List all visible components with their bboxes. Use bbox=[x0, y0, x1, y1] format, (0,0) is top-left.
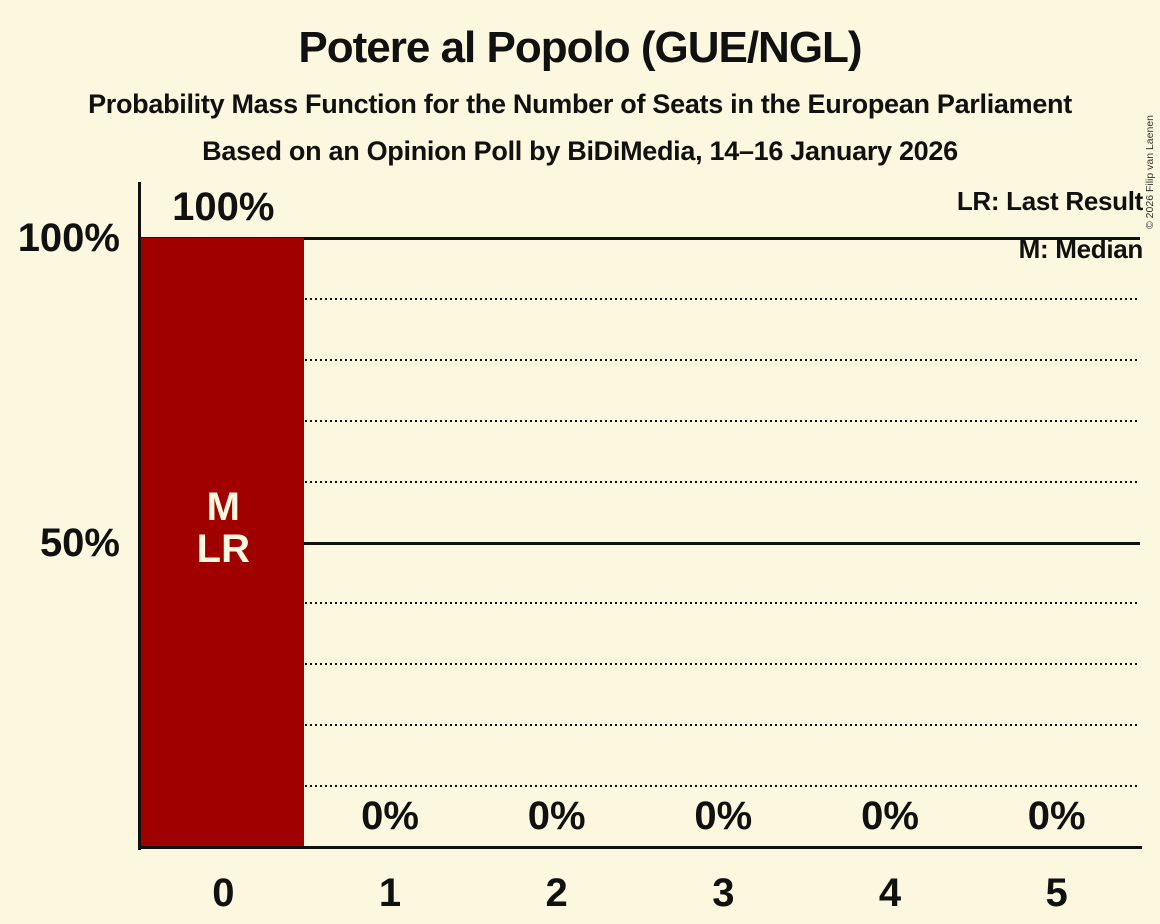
gridline-90pct bbox=[140, 297, 1140, 300]
y-tick-label-50pct: 50% bbox=[39, 520, 120, 565]
gridline-60pct bbox=[140, 480, 1140, 483]
chart-subtitle: Probability Mass Function for the Number… bbox=[88, 89, 1072, 119]
bar-annotation-0: M LR bbox=[140, 486, 307, 570]
bar-value-label-4: 0% bbox=[861, 794, 919, 838]
y-tick-label-100pct: 100% bbox=[17, 216, 120, 260]
bar-seats-0 bbox=[141, 238, 304, 847]
x-tick-label-1: 1 bbox=[378, 871, 402, 915]
gridline-50pct bbox=[140, 541, 1140, 545]
chart-title: Potere al Popolo (GUE/NGL) bbox=[298, 23, 862, 72]
bar-value-label-3: 0% bbox=[694, 794, 753, 838]
bar-value-label-0: 100% bbox=[172, 185, 275, 229]
bar-value-label-5: 0% bbox=[1027, 794, 1086, 838]
gridline-100pct bbox=[140, 237, 1140, 240]
copyright-notice: © 2026 Filip van Laenen bbox=[1144, 115, 1156, 229]
x-tick-label-4: 4 bbox=[878, 871, 902, 915]
gridline-80pct bbox=[140, 358, 1140, 361]
x-tick-label-5: 5 bbox=[1045, 871, 1068, 915]
bar-annotation-line: M bbox=[206, 485, 240, 529]
legend-last-result-label: LR: Last Result bbox=[956, 186, 1143, 216]
bar-value-label-1: 0% bbox=[361, 794, 419, 838]
bar-value-label-2: 0% bbox=[527, 794, 586, 838]
bar-annotation-line: LR bbox=[196, 527, 250, 571]
gridline-40pct bbox=[140, 602, 1140, 605]
x-tick-label-0: 0 bbox=[212, 871, 235, 915]
gridline-20pct bbox=[140, 724, 1140, 727]
x-tick-label-2: 2 bbox=[545, 871, 568, 915]
gridline-70pct bbox=[140, 419, 1140, 422]
gridline-10pct bbox=[140, 785, 1140, 788]
chart-source-line: Based on an Opinion Poll by BiDiMedia, 1… bbox=[202, 136, 958, 166]
x-axis bbox=[138, 846, 1142, 849]
x-tick-label-3: 3 bbox=[712, 871, 735, 915]
gridline-30pct bbox=[140, 663, 1140, 666]
y-axis bbox=[138, 182, 141, 850]
